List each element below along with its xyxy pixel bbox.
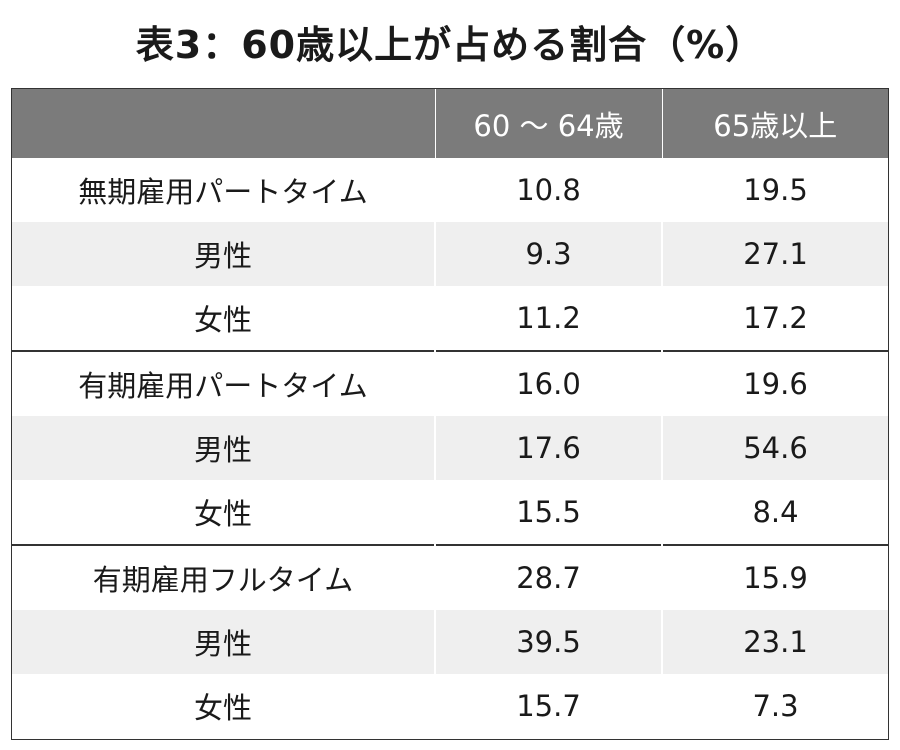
- table-row: 男性 39.5 23.1: [12, 610, 888, 674]
- cell-60-64: 39.5: [434, 610, 662, 674]
- header-cell-60-64: 60 ～ 64歳: [434, 89, 662, 158]
- cell-60-64: 17.6: [434, 416, 662, 480]
- cell-65-plus: 19.6: [661, 350, 888, 416]
- header-row: 60 ～ 64歳 65歳以上: [12, 89, 888, 158]
- cell-65-plus: 8.4: [661, 480, 888, 545]
- header-cell-blank: [12, 89, 435, 158]
- row-label: 女性: [12, 480, 435, 545]
- cell-60-64: 9.3: [434, 222, 662, 286]
- cell-65-plus: 27.1: [661, 222, 888, 286]
- table-row: 無期雇用パートタイム 10.8 19.5: [12, 158, 888, 222]
- table-row: 男性 9.3 27.1: [12, 222, 888, 286]
- cell-65-plus: 15.9: [661, 544, 888, 610]
- row-label: 有期雇用パートタイム: [12, 350, 435, 416]
- row-label: 無期雇用パートタイム: [12, 158, 435, 222]
- cell-65-plus: 17.2: [661, 286, 888, 351]
- cell-60-64: 11.2: [434, 286, 662, 351]
- cell-65-plus: 23.1: [661, 610, 888, 674]
- row-label: 男性: [12, 416, 435, 480]
- row-label: 有期雇用フルタイム: [12, 544, 435, 610]
- cell-60-64: 10.8: [434, 158, 662, 222]
- table-row: 女性 15.7 7.3: [12, 674, 888, 738]
- row-label: 男性: [12, 222, 435, 286]
- data-table: 60 ～ 64歳 65歳以上 無期雇用パートタイム 10.8 19.5 男性 9…: [12, 89, 888, 738]
- cell-60-64: 15.7: [434, 674, 662, 738]
- row-label: 女性: [12, 286, 435, 351]
- table-row: 有期雇用パートタイム 16.0 19.6: [12, 350, 888, 416]
- table-title: 表3：60歳以上が占める割合（%）: [135, 23, 765, 67]
- header-cell-65-plus: 65歳以上: [661, 89, 888, 158]
- table-row: 女性 11.2 17.2: [12, 286, 888, 351]
- cell-65-plus: 19.5: [661, 158, 888, 222]
- cell-60-64: 28.7: [434, 544, 662, 610]
- cell-60-64: 15.5: [434, 480, 662, 545]
- table-row: 有期雇用フルタイム 28.7 15.9: [12, 544, 888, 610]
- row-label: 女性: [12, 674, 435, 738]
- row-label: 男性: [12, 610, 435, 674]
- cell-65-plus: 7.3: [661, 674, 888, 738]
- cell-65-plus: 54.6: [661, 416, 888, 480]
- table-row: 男性 17.6 54.6: [12, 416, 888, 480]
- cell-60-64: 16.0: [434, 350, 662, 416]
- table-row: 女性 15.5 8.4: [12, 480, 888, 545]
